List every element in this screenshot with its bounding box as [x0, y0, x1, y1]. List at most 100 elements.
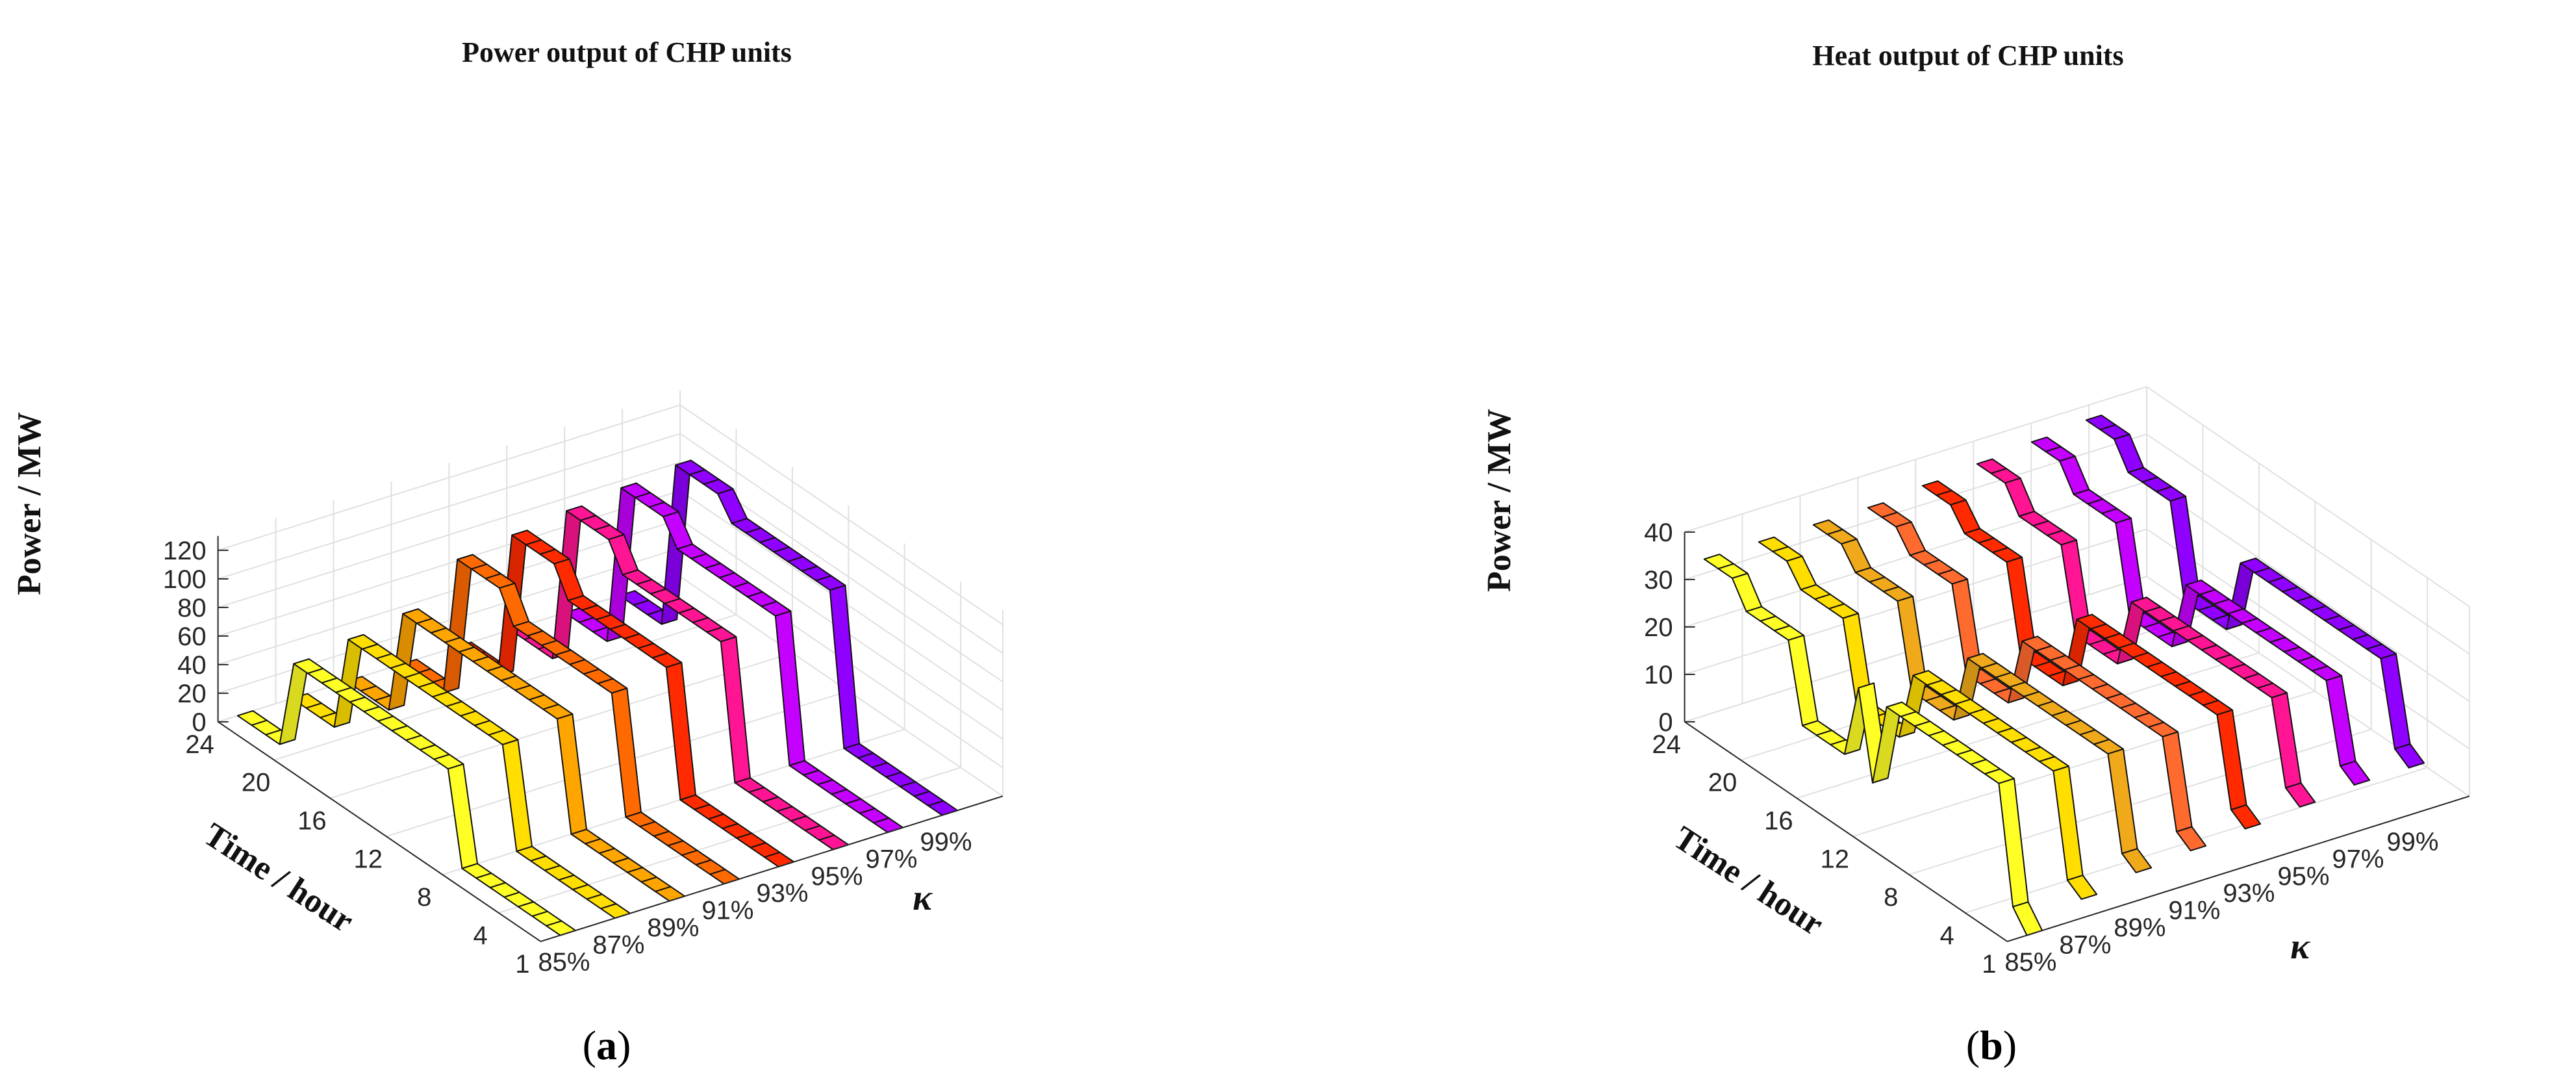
time-tick-label: 24 [185, 730, 214, 759]
ribbon-segment-89% [2121, 848, 2153, 873]
z-tick-label: 120 [163, 537, 207, 565]
z-gridline [218, 547, 1004, 769]
kappa-tick-label: 91% [2168, 897, 2220, 925]
z-tick-label: 0 [1658, 708, 1673, 737]
y-axis-label: Time / hour [1667, 819, 1830, 943]
kappa-tick-label: 93% [756, 879, 808, 908]
ribbon-segment-89% [1841, 538, 1872, 573]
ribbon-segment-91% [611, 687, 642, 818]
kappa-tick-label: 85% [2004, 948, 2056, 977]
time-axis-line [218, 721, 541, 942]
ribbon-segment-85% [2012, 901, 2043, 936]
power-output-panel: 0 20 40 60 80 100 120 1 4 8 12 16 20 24 85% 87% 89% 91% 93… [11, 36, 1004, 1068]
ribbon-segment-95% [2271, 692, 2302, 789]
z-tick-label: 40 [177, 651, 207, 680]
ribbon-segment-93% [665, 661, 696, 801]
ribbon-segment-89% [2107, 748, 2138, 854]
ribbon-segment-97% [774, 610, 805, 767]
z-gridline [218, 461, 1004, 683]
z-tick-label: 40 [1644, 519, 1673, 547]
kappa-tick-label: 87% [592, 930, 644, 959]
time-tick-label: 8 [1884, 883, 1898, 912]
kappa-tick-label: 97% [865, 845, 917, 873]
x-axis-label: κ [913, 878, 933, 918]
ribbon-segment-87% [1786, 556, 1817, 591]
kappa-tick-label: 95% [2277, 862, 2329, 891]
ribbon-segment-99% [2394, 743, 2425, 769]
z-gridline [218, 404, 1004, 626]
ribbon-segment-99% [2380, 653, 2411, 750]
ribbon-segment-91% [2176, 826, 2207, 852]
ribbon-segment-95% [2285, 782, 2316, 808]
floor-gridline [1852, 690, 2316, 838]
time-tick-label: 1 [1982, 950, 1996, 979]
z-tick-label: 80 [177, 594, 207, 622]
ribbon-segment-87% [501, 739, 533, 852]
x-axis-label: κ [2290, 927, 2310, 967]
ribbon-segment-95% [2004, 477, 2036, 517]
power-output-chart: 0204060801001201481216202485%87%89%91%93… [11, 36, 1004, 1068]
panel-caption: (a) [583, 1022, 631, 1068]
kappa-tick-label: 85% [538, 948, 590, 977]
kappa-tick-label: 89% [2114, 914, 2166, 942]
ribbon-segment-85% [1998, 778, 2029, 908]
ribbon-segment-99% [717, 488, 748, 524]
ribbon-segment-87% [2052, 765, 2084, 881]
kappa-tick-label: 99% [920, 828, 972, 856]
time-tick-label: 16 [1764, 806, 1793, 835]
kappa-tick-label: 93% [2223, 879, 2275, 908]
ribbon-segment-99% [2114, 433, 2145, 474]
z-axis-label: Power / MW [11, 412, 48, 595]
kappa-axis-line [2007, 795, 2470, 942]
time-tick-label: 8 [417, 883, 431, 912]
time-tick-label: 20 [242, 769, 271, 797]
z-tick-label: 60 [177, 622, 207, 651]
panel-letter: b [1980, 1022, 2003, 1068]
panel-caption: (b) [1966, 1022, 2017, 1068]
floor-gridline [273, 614, 737, 761]
chart-title: Power output of CHP units [462, 36, 792, 68]
time-axis-line [1684, 721, 2008, 942]
ribbon-segment-97% [663, 511, 694, 550]
kappa-tick-label: 97% [2332, 845, 2384, 873]
time-tick-label: 12 [354, 845, 383, 873]
ribbon-segment-85% [1787, 634, 1819, 726]
ribbon-segment-95% [720, 636, 751, 784]
kappa-tick-label: 95% [811, 862, 863, 891]
time-tick-label: 4 [473, 921, 487, 950]
ribbon-segment-91% [1895, 521, 1926, 556]
ribbon-segment-91% [2162, 731, 2193, 832]
time-tick-label: 1 [515, 950, 529, 979]
z-tick-label: 20 [177, 680, 207, 708]
chart-title: Heat output of CHP units [1812, 40, 2123, 71]
heat-output-panel: 0 10 20 30 40 1 4 8 12 16 20 24 85% 87% 89% 91% 93% 95% 97… [1288, 0, 2576, 1089]
y-axis-label: Time / hour [197, 816, 360, 940]
panel-letter: a [596, 1022, 617, 1068]
time-tick-label: 16 [297, 806, 327, 835]
ribbon-segment-93% [2216, 709, 2247, 811]
ribbon-segment-85% [1732, 572, 1763, 613]
kappa-tick-label: 91% [701, 897, 753, 925]
kappa-tick-label: 89% [647, 914, 699, 942]
kappa-axis-line [540, 795, 1004, 942]
z-tick-label: 100 [163, 565, 207, 594]
kappa-tick-label: 87% [2059, 930, 2111, 959]
time-tick-label: 4 [1939, 921, 1954, 950]
time-tick-label: 24 [1652, 730, 1681, 759]
heat-output-chart: 0 10 20 30 40 14 8 12 16 20 24 85%87%89%91%93%95%97… [1481, 40, 2470, 1068]
z-tick-label: 30 [1644, 566, 1673, 595]
time-tick-label: 20 [1708, 769, 1737, 797]
z-tick-label: 10 [1644, 661, 1673, 689]
kappa-tick-label: 99% [2386, 828, 2438, 856]
ribbon-segment-97% [2340, 760, 2371, 786]
z-axis-label: Power / MW [1481, 409, 1518, 592]
ribbon-segment-97% [2325, 674, 2356, 767]
ribbon-segment-97% [2059, 455, 2090, 495]
ribbon-segment-91% [442, 554, 474, 694]
ribbon-segment-89% [556, 713, 587, 835]
z-tick-label: 20 [1644, 613, 1673, 642]
ribbon-segment-93% [2230, 804, 2262, 830]
z-tick-label: 0 [192, 708, 206, 737]
ribbon-segment-93% [1950, 499, 1981, 534]
time-tick-label: 12 [1821, 845, 1850, 873]
